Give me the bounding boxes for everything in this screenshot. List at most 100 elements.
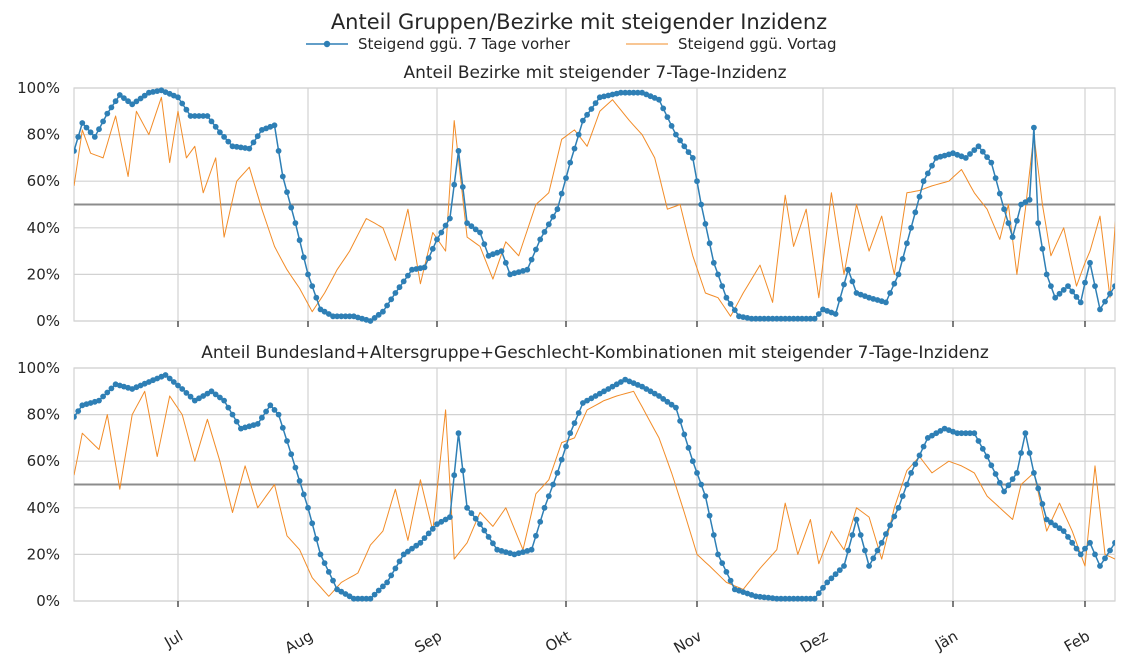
data-point: [350, 595, 357, 602]
series-weekly: [74, 372, 1115, 602]
data-point: [1014, 470, 1020, 476]
data-point: [208, 118, 215, 125]
data-point: [857, 532, 864, 538]
data-point: [723, 569, 730, 575]
data-point: [727, 301, 734, 307]
data-point: [83, 124, 90, 131]
data-point: [883, 531, 889, 537]
data-point: [841, 281, 847, 288]
data-point: [279, 173, 286, 180]
data-point: [924, 170, 931, 177]
series-line-weekly: [74, 374, 1115, 600]
data-point: [786, 595, 793, 602]
data-point: [575, 131, 582, 138]
data-point: [481, 527, 488, 534]
data-point: [434, 236, 440, 243]
data-point: [375, 587, 382, 594]
data-point: [1056, 290, 1063, 297]
y-tick-label: 60%: [27, 452, 60, 470]
data-point: [204, 113, 211, 119]
data-point: [1048, 283, 1054, 289]
data-point: [673, 131, 679, 138]
data-point: [773, 595, 780, 602]
data-point: [459, 184, 466, 190]
series-line-weekly: [74, 89, 1115, 322]
data-point: [773, 315, 780, 322]
data-point: [836, 567, 843, 573]
data-point: [979, 148, 986, 155]
data-point: [300, 491, 307, 498]
data-point: [887, 290, 893, 296]
y-tick-label: 100%: [17, 359, 60, 377]
data-point: [217, 129, 223, 136]
data-point: [438, 229, 445, 236]
data-point: [442, 516, 449, 523]
data-point: [731, 307, 738, 313]
data-point: [275, 148, 282, 154]
data-point: [1097, 563, 1103, 569]
data-point: [183, 106, 190, 113]
data-point: [233, 418, 240, 425]
data-point: [811, 595, 818, 602]
data-point: [782, 315, 789, 322]
data-point: [727, 577, 734, 584]
data-point: [108, 104, 115, 111]
data-point: [75, 408, 82, 414]
data-point: [794, 595, 801, 602]
legend-entry-daily: Steigend ggü. Vortag: [626, 35, 836, 53]
data-point: [769, 595, 776, 602]
data-point: [313, 294, 320, 301]
data-point: [380, 308, 386, 315]
data-point: [630, 89, 637, 96]
data-point: [618, 379, 624, 385]
data-point: [75, 134, 82, 140]
data-point: [694, 470, 700, 476]
data-point: [891, 280, 898, 287]
data-point: [1018, 201, 1024, 208]
data-point: [221, 134, 228, 140]
data-point: [104, 110, 111, 117]
data-point: [1065, 534, 1071, 540]
data-point: [962, 155, 969, 161]
data-point: [112, 98, 119, 105]
data-point: [400, 278, 407, 285]
y-tick-label: 20%: [27, 545, 60, 563]
panel-title-kombinationen: Anteil Bundesland+Altersgruppe+Geschlech…: [201, 343, 989, 363]
data-point: [438, 518, 445, 525]
data-point: [874, 547, 881, 554]
series-weekly: [74, 87, 1128, 324]
data-point: [584, 397, 590, 404]
data-point: [677, 137, 683, 144]
data-point: [1022, 430, 1029, 437]
data-point: [208, 388, 215, 395]
data-point: [1122, 272, 1128, 278]
data-point: [191, 113, 198, 119]
data-point: [104, 389, 111, 396]
data-point: [765, 594, 772, 601]
data-point: [490, 540, 496, 547]
data-point: [769, 315, 776, 322]
data-point: [1069, 539, 1076, 546]
series-line-daily: [74, 390, 1115, 597]
data-point: [878, 539, 885, 546]
y-tick-label: 40%: [27, 499, 60, 517]
data-point: [334, 313, 340, 320]
data-point: [853, 516, 860, 523]
data-point: [392, 290, 399, 296]
data-point: [920, 178, 927, 185]
data-point: [468, 223, 475, 230]
data-point: [702, 493, 709, 499]
data-point: [1031, 124, 1037, 131]
data-point: [790, 595, 797, 602]
data-point: [279, 424, 286, 431]
data-point: [187, 113, 194, 119]
data-point: [558, 456, 565, 463]
data-point: [1001, 206, 1007, 213]
data-point: [1065, 283, 1071, 289]
data-point: [413, 542, 420, 549]
data-point: [1069, 288, 1076, 295]
data-point: [141, 92, 148, 99]
data-point: [656, 96, 662, 103]
data-point: [346, 313, 353, 320]
data-point: [296, 478, 303, 484]
